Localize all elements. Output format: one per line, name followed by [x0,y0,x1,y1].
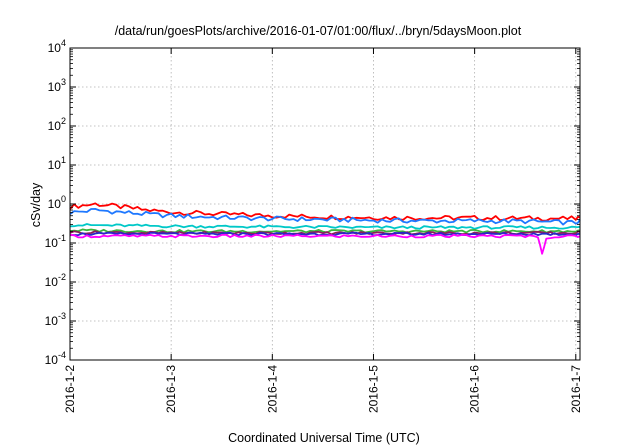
y-tick-label: 101 [48,155,66,172]
series-line [69,202,581,222]
axis-ticks: 10-4 10-3 10-2 10-1 100 101 102 103 104 2016-1-2 2… [45,38,583,413]
grid [70,48,580,360]
y-tick-label: 100 [48,194,66,211]
x-tick-label: 2016-1-5 [366,365,380,413]
x-tick-label: 2016-1-4 [265,365,279,413]
y-tick-label: 10-2 [45,272,66,289]
x-tick-label: 2016-1-3 [164,365,178,413]
series-line [69,207,581,226]
x-tick-label: 2016-1-2 [63,365,77,413]
chart-title: /data/run/goesPlots/archive/2016-01-07/0… [115,24,522,38]
y-tick-label: 103 [48,77,66,94]
y-tick-label: 104 [48,38,66,55]
y-axis-label: cSv/day [29,182,43,227]
y-tick-label: 10-4 [45,350,66,367]
y-tick-label: 10-1 [45,233,66,250]
series-lines [69,202,581,255]
x-axis-label: Coordinated Universal Time (UTC) [228,431,420,445]
x-tick-label: 2016-1-7 [569,365,583,413]
series-line [69,223,581,230]
x-tick-label: 2016-1-6 [468,365,482,413]
y-tick-label: 102 [48,116,66,133]
y-tick-label: 10-3 [45,311,66,328]
series-line [69,233,581,255]
